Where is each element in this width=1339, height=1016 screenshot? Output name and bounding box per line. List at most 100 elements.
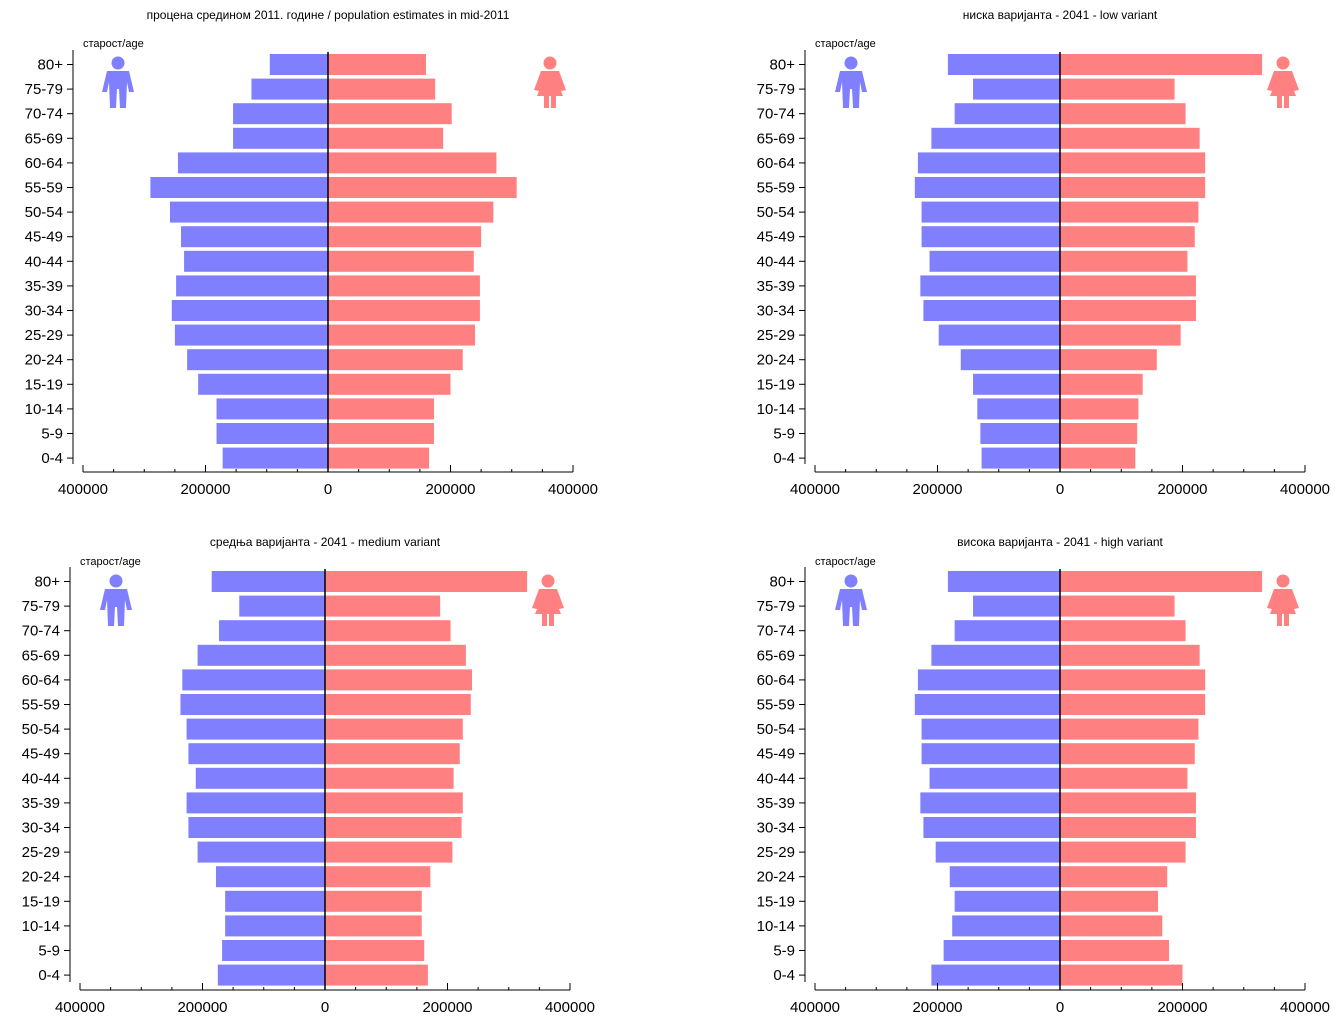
chart-title: средња варијанта - 2041 - medium variant bbox=[210, 535, 441, 549]
x-tick-label: 200000 bbox=[912, 999, 962, 1016]
age-group-label: 5-9 bbox=[773, 943, 795, 960]
male-bar bbox=[977, 398, 1060, 420]
age-group-label: 35-39 bbox=[757, 278, 795, 295]
x-tick-label: 200000 bbox=[912, 481, 962, 498]
age-group-label: 30-34 bbox=[757, 820, 795, 837]
female-bar bbox=[1060, 718, 1199, 740]
x-tick-label: 0 bbox=[324, 481, 332, 498]
male-bar bbox=[222, 940, 325, 961]
x-tick-label: 200000 bbox=[1157, 481, 1207, 498]
male-bar bbox=[935, 841, 1060, 863]
female-bar bbox=[1060, 964, 1183, 986]
male-bar bbox=[225, 890, 325, 912]
female-bar bbox=[1060, 620, 1186, 642]
female-bar bbox=[325, 595, 441, 617]
age-group-label: 15-19 bbox=[757, 893, 795, 910]
female-bar bbox=[1060, 152, 1206, 174]
female-bar bbox=[325, 743, 460, 765]
female-bar bbox=[1060, 373, 1143, 395]
male-bar bbox=[188, 817, 325, 838]
male-figure-icon bbox=[835, 574, 867, 626]
pyramid-panel-4: висока варијанта - 2041 - high variant ст… bbox=[757, 535, 1330, 1016]
icon-body bbox=[532, 589, 564, 626]
female-bar bbox=[1060, 743, 1195, 765]
age-group-label: 0-4 bbox=[41, 450, 63, 467]
age-group-label: 0-4 bbox=[38, 967, 60, 984]
male-bar bbox=[195, 767, 325, 789]
chart-title: ниска варијанта - 2041 - low variant bbox=[963, 8, 1158, 22]
male-bar bbox=[923, 300, 1060, 321]
female-bar bbox=[1060, 644, 1200, 666]
female-bar bbox=[1060, 54, 1263, 75]
age-group-label: 25-29 bbox=[757, 844, 795, 861]
age-group-label: 65-69 bbox=[757, 130, 795, 147]
male-bar bbox=[233, 127, 328, 149]
female-bar bbox=[325, 767, 454, 789]
male-bar bbox=[973, 373, 1060, 395]
female-bar bbox=[328, 127, 444, 149]
male-bar bbox=[215, 866, 325, 888]
age-group-label: 80+ bbox=[38, 57, 64, 74]
female-bar bbox=[1060, 669, 1206, 691]
male-bar bbox=[914, 694, 1060, 715]
x-tick-label: 400000 bbox=[790, 481, 840, 498]
male-bar bbox=[914, 177, 1060, 198]
male-bar bbox=[171, 300, 328, 321]
male-bar bbox=[198, 373, 328, 395]
age-group-label: 55-59 bbox=[25, 180, 63, 197]
female-bar bbox=[328, 423, 434, 444]
female-bar bbox=[1060, 177, 1206, 198]
male-figure-icon bbox=[835, 56, 867, 108]
male-bar bbox=[187, 349, 328, 371]
female-figure-icon bbox=[534, 56, 566, 108]
age-group-label: 60-64 bbox=[757, 155, 795, 172]
age-group-label: 10-14 bbox=[757, 918, 795, 935]
age-group-label: 50-54 bbox=[25, 204, 63, 221]
x-tick-label: 400000 bbox=[1280, 999, 1330, 1016]
age-group-label: 40-44 bbox=[757, 770, 795, 787]
age-group-label: 75-79 bbox=[22, 598, 60, 615]
x-tick-label: 400000 bbox=[1280, 481, 1330, 498]
female-bar bbox=[1060, 890, 1158, 912]
icon-body bbox=[100, 589, 132, 626]
male-figure-icon bbox=[102, 56, 134, 108]
female-bar bbox=[328, 349, 463, 371]
age-group-label: 5-9 bbox=[41, 426, 63, 443]
male-bar bbox=[920, 275, 1060, 297]
age-group-label: 65-69 bbox=[25, 130, 63, 147]
male-bar bbox=[217, 964, 325, 986]
x-tick-label: 200000 bbox=[177, 999, 227, 1016]
age-group-label: 10-14 bbox=[25, 401, 63, 418]
x-tick-label: 400000 bbox=[548, 481, 598, 498]
male-bar bbox=[954, 890, 1060, 912]
x-tick-label: 400000 bbox=[55, 999, 105, 1016]
age-group-label: 65-69 bbox=[22, 647, 60, 664]
male-bar bbox=[219, 620, 325, 642]
age-group-label: 15-19 bbox=[22, 893, 60, 910]
male-bar bbox=[174, 324, 328, 346]
age-group-label: 0-4 bbox=[773, 450, 795, 467]
age-group-label: 35-39 bbox=[22, 795, 60, 812]
male-bar bbox=[216, 423, 328, 444]
age-group-label: 20-24 bbox=[757, 869, 795, 886]
female-bar bbox=[1060, 792, 1196, 814]
male-bar bbox=[176, 275, 328, 297]
icon-head bbox=[543, 56, 557, 70]
female-bar bbox=[328, 275, 480, 297]
male-bar bbox=[929, 250, 1060, 272]
female-bar bbox=[325, 915, 422, 937]
female-bar bbox=[1060, 447, 1136, 469]
age-group-label: 30-34 bbox=[757, 303, 795, 320]
female-bar bbox=[1060, 127, 1200, 149]
female-bar bbox=[328, 324, 475, 346]
age-group-label: 75-79 bbox=[757, 81, 795, 98]
female-bar bbox=[1060, 349, 1157, 371]
male-bar bbox=[929, 767, 1060, 789]
male-bar bbox=[233, 103, 328, 125]
male-bar bbox=[943, 940, 1060, 961]
male-bar bbox=[186, 718, 325, 740]
age-group-label: 50-54 bbox=[22, 721, 60, 738]
x-tick-label: 200000 bbox=[1157, 999, 1207, 1016]
age-group-label: 20-24 bbox=[25, 352, 63, 369]
